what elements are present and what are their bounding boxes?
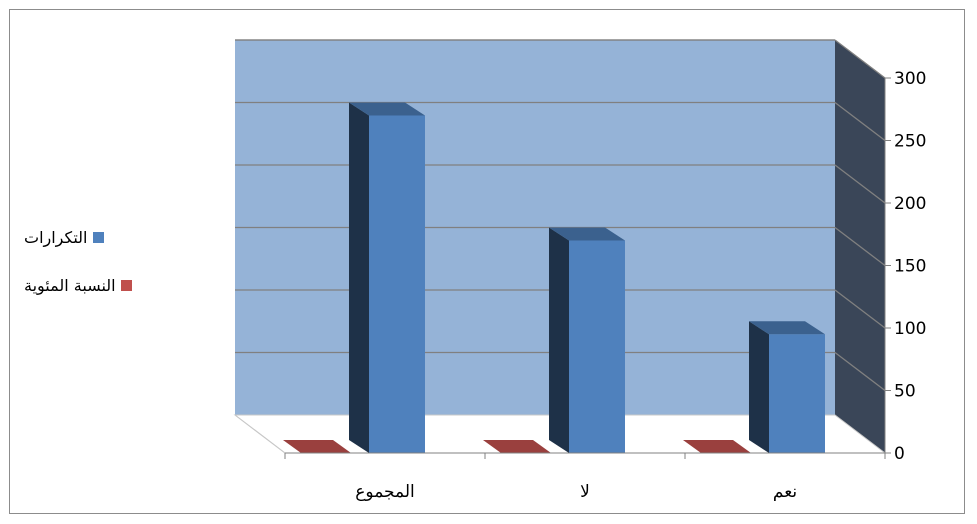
bar-top bbox=[749, 321, 825, 335]
y-tick-label: 150 bbox=[894, 257, 926, 277]
bar-top bbox=[349, 102, 425, 116]
y-tick-label: 50 bbox=[894, 382, 916, 402]
bar-series-1-2 bbox=[749, 321, 825, 453]
bar-flat bbox=[283, 440, 351, 453]
y-tick-label: 300 bbox=[894, 69, 926, 89]
gridline-side bbox=[834, 39, 886, 79]
legend-label-series-1: التكرارات bbox=[24, 228, 88, 247]
bar-side bbox=[549, 227, 569, 453]
y-tick-label: 100 bbox=[894, 319, 926, 339]
bar-side bbox=[349, 102, 369, 453]
bar-series-1-0 bbox=[349, 102, 425, 453]
gridline-side bbox=[834, 289, 886, 329]
bar-front bbox=[769, 334, 825, 453]
x-tick-label: لا bbox=[580, 482, 590, 502]
gridline-side bbox=[834, 101, 886, 142]
bar-flat bbox=[683, 440, 751, 453]
gridline-side bbox=[834, 226, 886, 267]
chart-axes: 0 50 100 150 200 250 300 المجموع لا نعم bbox=[284, 69, 926, 502]
bar-top bbox=[549, 227, 625, 241]
y-tick-label: 200 bbox=[894, 194, 926, 214]
bar-front bbox=[569, 240, 625, 453]
legend-swatch-series-1 bbox=[92, 232, 104, 243]
bar-series-2-0 bbox=[283, 440, 351, 453]
x-tick-label: المجموع bbox=[355, 482, 414, 502]
legend-swatch-series-2 bbox=[120, 280, 132, 291]
legend-label-series-2: النسبة المئوية bbox=[24, 276, 116, 295]
chart-bars bbox=[283, 102, 825, 453]
bar-side bbox=[749, 321, 769, 453]
gridline-side bbox=[834, 351, 886, 392]
bar-front bbox=[369, 115, 425, 453]
y-tick-label: 250 bbox=[894, 132, 926, 152]
floor-left-edge bbox=[234, 414, 286, 454]
y-tick-label: 0 bbox=[894, 444, 905, 464]
legend-item-series-2: النسبة المئوية bbox=[24, 276, 132, 295]
bar-series-2-1 bbox=[483, 440, 551, 453]
bar-flat bbox=[483, 440, 551, 453]
x-tick-label: نعم bbox=[773, 482, 797, 502]
legend-item-series-1: التكرارات bbox=[24, 228, 104, 247]
bar-series-2-2 bbox=[683, 440, 751, 453]
bar-series-1-1 bbox=[549, 227, 625, 453]
gridline-side bbox=[834, 164, 886, 204]
